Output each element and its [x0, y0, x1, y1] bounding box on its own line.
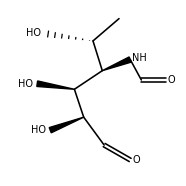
Polygon shape	[49, 117, 84, 133]
Text: O: O	[132, 155, 140, 165]
Polygon shape	[37, 81, 74, 89]
Text: O: O	[167, 75, 175, 85]
Text: NH: NH	[132, 53, 147, 63]
Text: HO: HO	[31, 125, 46, 135]
Text: HO: HO	[18, 79, 33, 89]
Text: HO: HO	[26, 28, 41, 39]
Polygon shape	[102, 57, 131, 71]
